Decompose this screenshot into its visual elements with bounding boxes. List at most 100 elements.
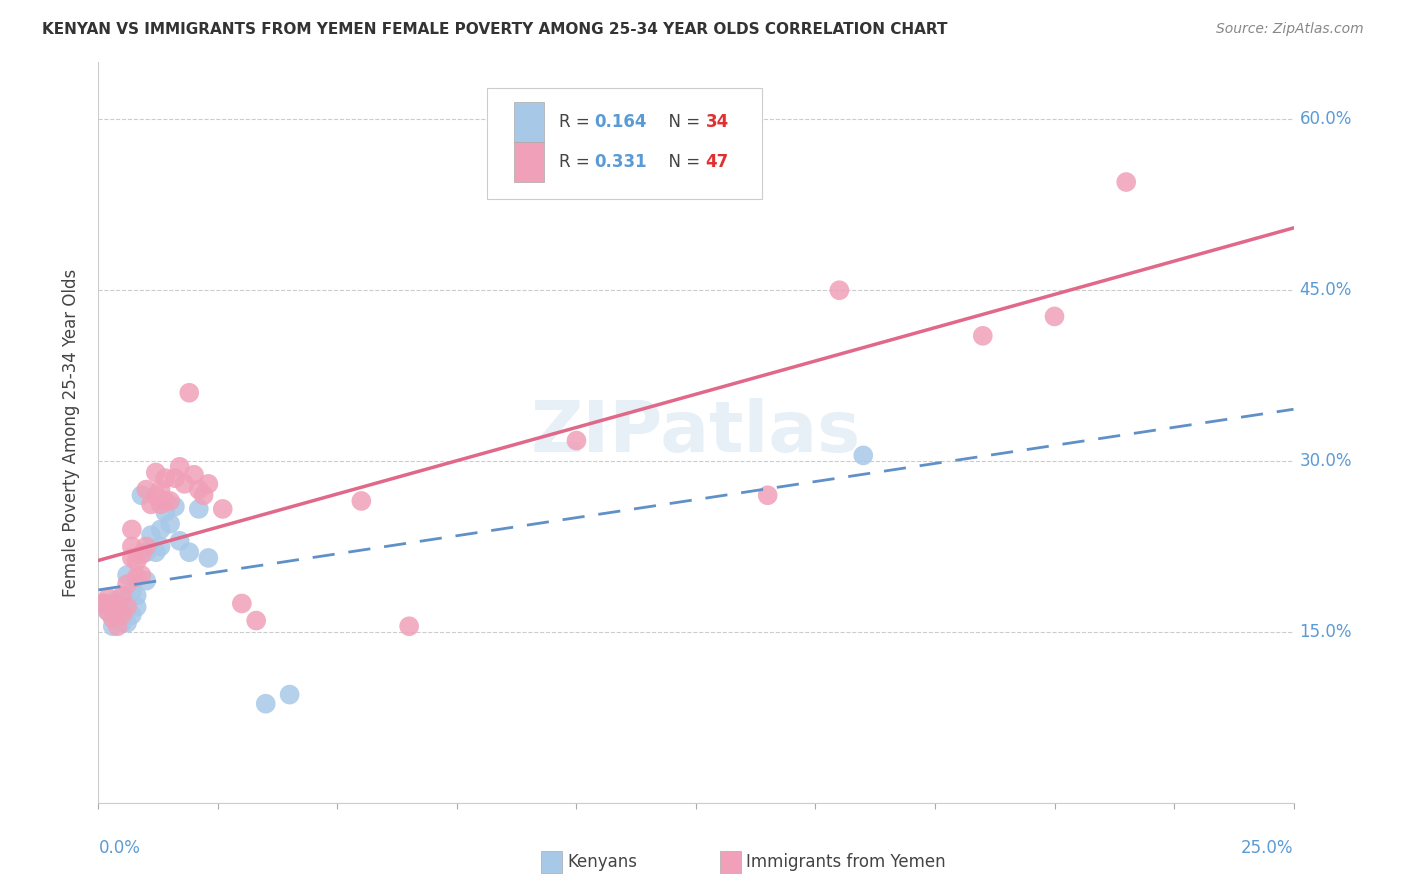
Point	[97, 597, 120, 611]
Point	[97, 604, 120, 618]
Point	[121, 585, 143, 599]
Point	[131, 488, 153, 502]
Point	[115, 615, 138, 630]
FancyBboxPatch shape	[515, 102, 544, 143]
Point	[139, 497, 162, 511]
Point	[163, 500, 186, 514]
Text: N =: N =	[658, 153, 704, 171]
Point	[121, 607, 143, 622]
Point	[149, 540, 172, 554]
Text: R =: R =	[558, 153, 595, 171]
Text: Immigrants from Yemen: Immigrants from Yemen	[747, 853, 946, 871]
FancyBboxPatch shape	[541, 851, 562, 873]
Y-axis label: Female Poverty Among 25-34 Year Olds: Female Poverty Among 25-34 Year Olds	[62, 268, 80, 597]
Point	[159, 516, 181, 531]
Point	[211, 502, 233, 516]
Point	[101, 599, 124, 614]
Point	[101, 602, 124, 616]
Point	[159, 494, 181, 508]
Point	[125, 589, 148, 603]
Text: 25.0%: 25.0%	[1241, 839, 1294, 857]
Point	[1115, 175, 1137, 189]
Point	[155, 471, 177, 485]
Point	[145, 545, 167, 559]
Point	[131, 568, 153, 582]
Point	[111, 615, 134, 630]
Point	[155, 494, 177, 508]
Point	[1043, 310, 1066, 324]
Point	[121, 540, 143, 554]
Text: 60.0%: 60.0%	[1299, 111, 1353, 128]
Point	[131, 548, 153, 562]
Point	[145, 488, 167, 502]
FancyBboxPatch shape	[515, 142, 544, 182]
Point	[115, 599, 138, 614]
Text: Kenyans: Kenyans	[567, 853, 637, 871]
Point	[107, 604, 129, 618]
Text: 34: 34	[706, 113, 728, 131]
FancyBboxPatch shape	[720, 851, 741, 873]
Point	[125, 599, 148, 614]
Point	[828, 283, 851, 297]
Point	[197, 550, 219, 565]
Point	[193, 488, 215, 502]
Text: KENYAN VS IMMIGRANTS FROM YEMEN FEMALE POVERTY AMONG 25-34 YEAR OLDS CORRELATION: KENYAN VS IMMIGRANTS FROM YEMEN FEMALE P…	[42, 22, 948, 37]
Point	[135, 545, 157, 559]
Point	[149, 497, 172, 511]
Point	[101, 611, 124, 625]
Point	[115, 577, 138, 591]
Point	[107, 597, 129, 611]
Point	[125, 570, 148, 584]
Text: Source: ZipAtlas.com: Source: ZipAtlas.com	[1216, 22, 1364, 37]
Point	[278, 688, 301, 702]
Point	[163, 471, 186, 485]
Point	[139, 528, 162, 542]
Point	[254, 697, 277, 711]
Point	[756, 488, 779, 502]
Point	[149, 483, 172, 497]
Point	[135, 483, 157, 497]
Text: 0.0%: 0.0%	[98, 839, 141, 857]
Point	[179, 545, 201, 559]
Point	[169, 459, 191, 474]
Point	[101, 611, 124, 625]
Text: 45.0%: 45.0%	[1299, 281, 1353, 299]
Point	[245, 614, 267, 628]
Point	[111, 607, 134, 622]
Text: N =: N =	[658, 113, 704, 131]
Point	[231, 597, 253, 611]
Text: 15.0%: 15.0%	[1299, 623, 1353, 641]
Text: R =: R =	[558, 113, 595, 131]
Point	[91, 597, 114, 611]
Point	[179, 385, 201, 400]
Point	[121, 550, 143, 565]
Point	[107, 593, 129, 607]
Point	[111, 589, 134, 603]
Point	[197, 476, 219, 491]
Text: ZIPatlas: ZIPatlas	[531, 398, 860, 467]
Text: 47: 47	[706, 153, 728, 171]
Point	[398, 619, 420, 633]
Point	[135, 540, 157, 554]
Point	[135, 574, 157, 588]
Point	[149, 523, 172, 537]
Point	[350, 494, 373, 508]
Point	[97, 591, 120, 605]
Point	[111, 607, 134, 622]
Point	[125, 554, 148, 568]
Point	[187, 483, 209, 497]
Point	[169, 533, 191, 548]
Text: 0.164: 0.164	[595, 113, 647, 131]
Point	[115, 568, 138, 582]
Text: 0.331: 0.331	[595, 153, 647, 171]
Point	[187, 502, 209, 516]
Point	[173, 476, 195, 491]
Point	[565, 434, 588, 448]
Point	[183, 467, 205, 482]
Point	[97, 604, 120, 618]
Point	[121, 523, 143, 537]
FancyBboxPatch shape	[486, 88, 762, 200]
Text: 30.0%: 30.0%	[1299, 452, 1353, 470]
Point	[972, 328, 994, 343]
Point	[155, 505, 177, 519]
